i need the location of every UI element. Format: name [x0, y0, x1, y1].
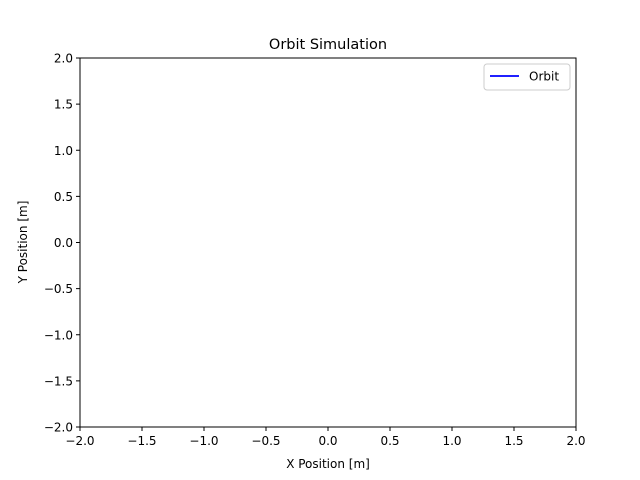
y-tick-label: −1.5 [44, 374, 73, 388]
y-tick-label: 2.0 [54, 52, 73, 66]
x-tick-label: −1.5 [127, 434, 156, 448]
x-tick-label: 1.0 [442, 434, 461, 448]
x-tick-label: −2.0 [65, 434, 94, 448]
legend: Orbit [483, 63, 571, 91]
y-tick-label: −0.5 [44, 282, 73, 296]
y-tick-label: −2.0 [44, 421, 73, 435]
plot-area [79, 57, 577, 428]
axes-frame [79, 57, 577, 428]
x-axis-label: X Position [m] [286, 457, 370, 471]
y-axis-ticks: −2.0 −1.5 −1.0 −0.5 0.0 0.5 1.0 1.5 2.0 [44, 52, 80, 435]
x-tick-label: 1.5 [504, 434, 523, 448]
x-tick-label: 2.0 [566, 434, 585, 448]
legend-label: Orbit [529, 70, 559, 84]
y-tick-label: 1.5 [54, 98, 73, 112]
x-tick-label: 0.0 [318, 434, 337, 448]
x-tick-label: 0.5 [380, 434, 399, 448]
x-axis-ticks: −2.0 −1.5 −1.0 −0.5 0.0 0.5 1.0 1.5 2.0 [65, 427, 586, 448]
y-tick-label: −1.0 [44, 328, 73, 342]
y-tick-label: 0.0 [54, 236, 73, 250]
y-axis-label: Y Position [m] [16, 201, 30, 285]
y-tick-label: 0.5 [54, 190, 73, 204]
chart-title: Orbit Simulation [269, 37, 387, 53]
legend-box [483, 63, 571, 91]
y-tick-label: 1.0 [54, 144, 73, 158]
x-tick-label: −0.5 [251, 434, 280, 448]
x-tick-label: −1.0 [189, 434, 218, 448]
